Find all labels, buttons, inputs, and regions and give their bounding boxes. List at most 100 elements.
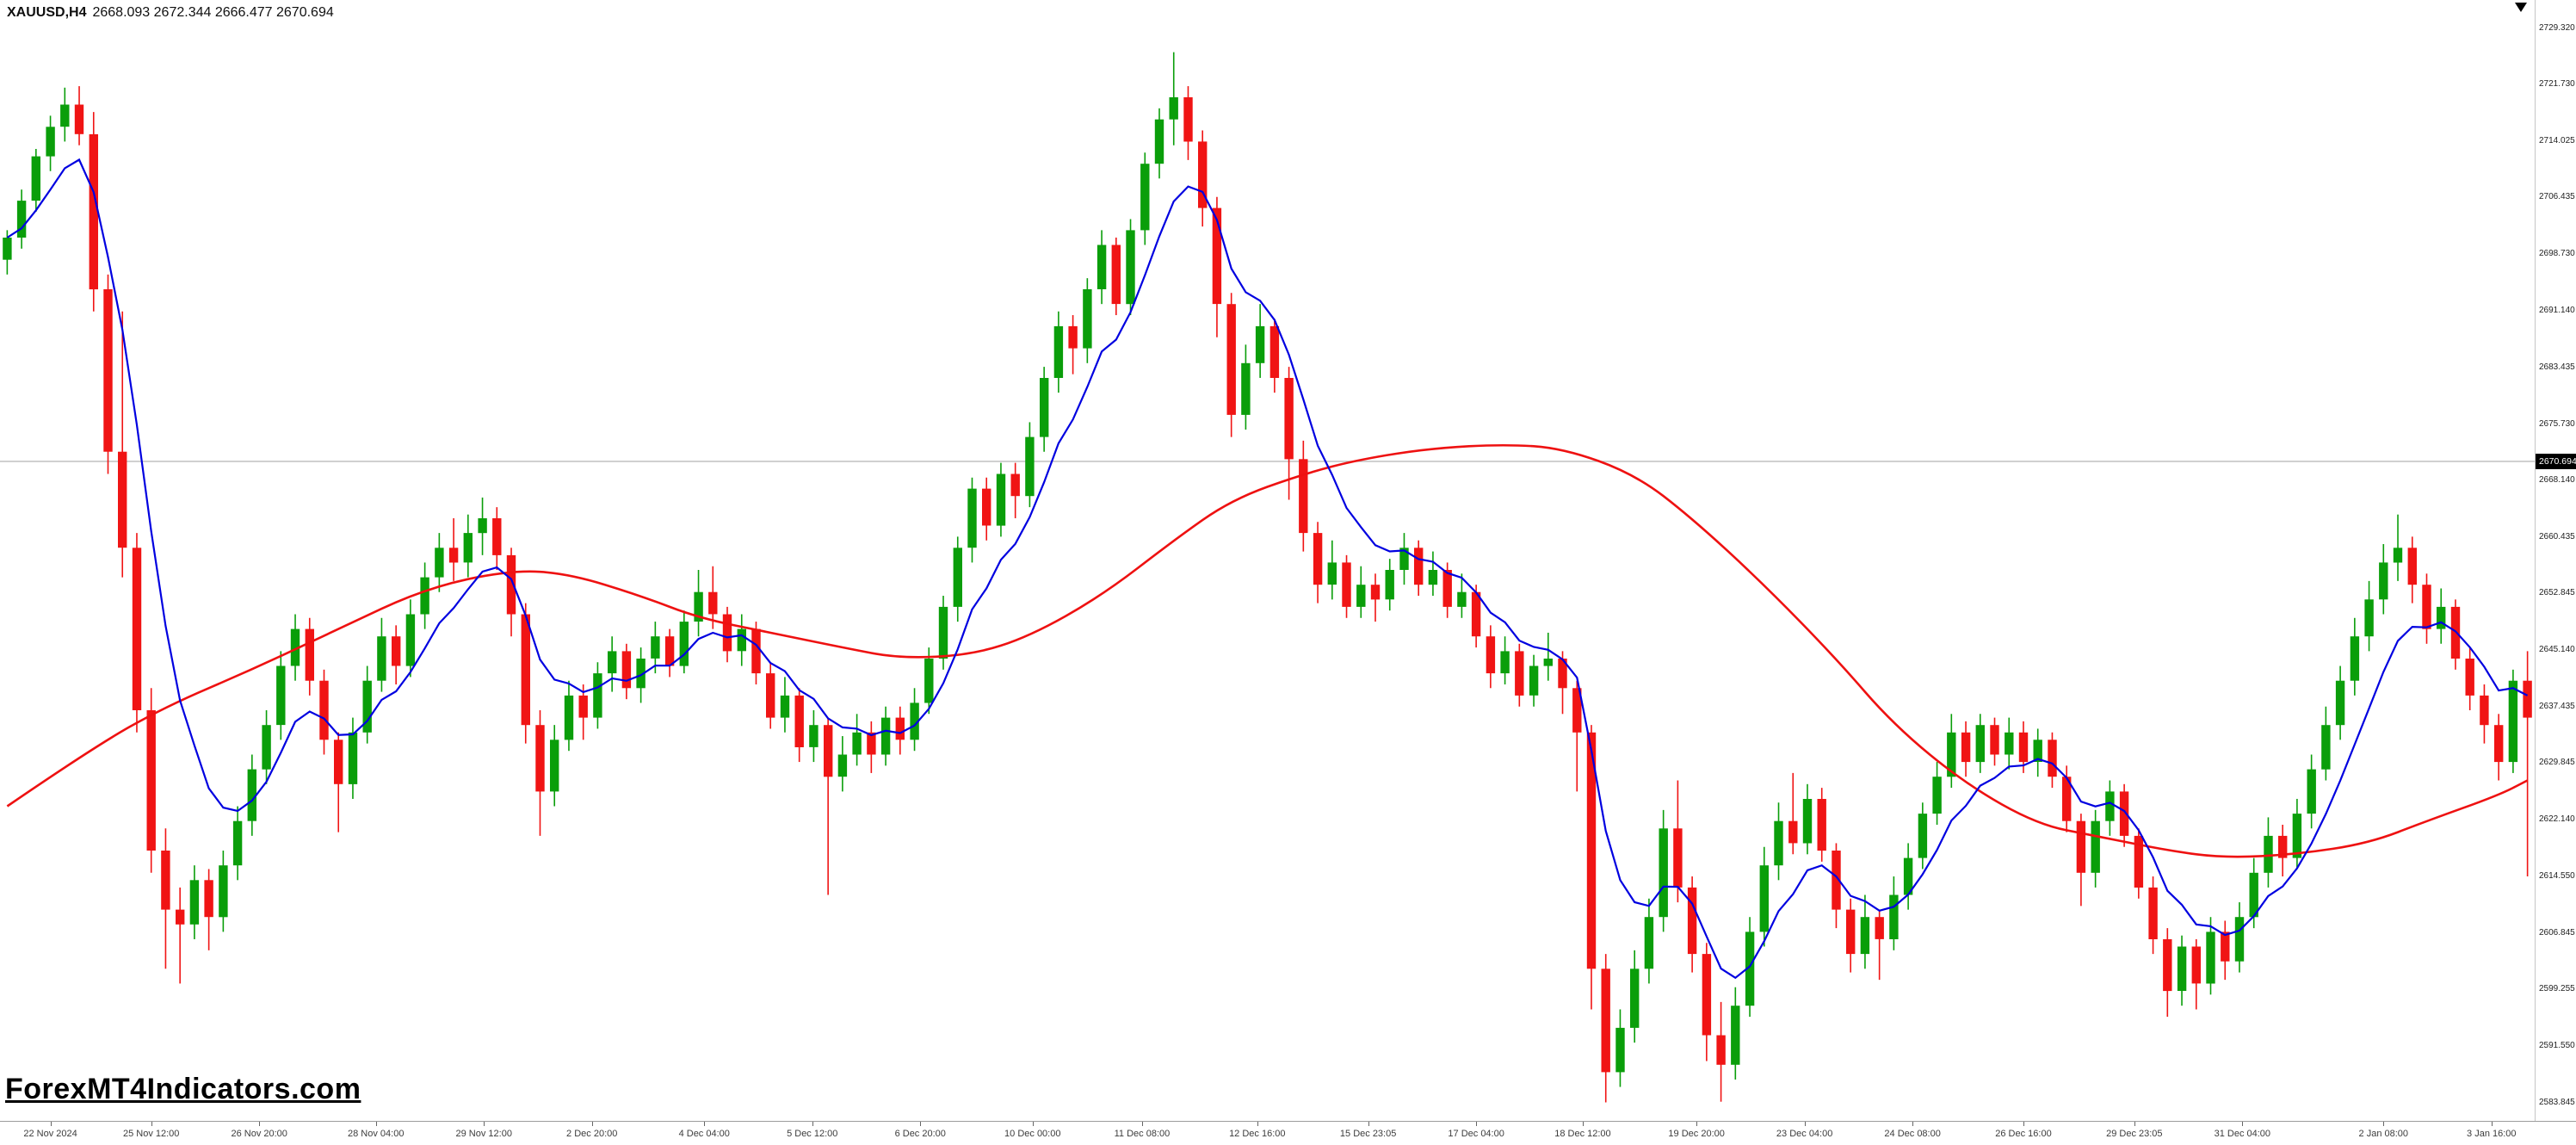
candle-up: [1889, 894, 1899, 939]
candle-down: [1313, 533, 1323, 585]
candle-down: [146, 710, 156, 851]
candle-down: [1586, 732, 1597, 969]
candle-up: [1644, 917, 1654, 969]
candle-down: [1269, 325, 1280, 378]
candle-up: [2033, 740, 2042, 762]
candle-up: [2437, 606, 2446, 629]
time-axis-tick: [1696, 1122, 1698, 1126]
price-axis-label: 2591.550: [2539, 1040, 2575, 1050]
candle-down: [1284, 378, 1294, 460]
candle-down: [1010, 473, 1020, 497]
time-axis-label: 26 Dec 16:00: [1995, 1129, 2052, 1139]
current-price-tag: 2670.694: [2536, 454, 2576, 469]
time-axis-label: 18 Dec 12:00: [1554, 1129, 1611, 1139]
candle-down: [392, 636, 401, 666]
candle-down: [1788, 820, 1798, 844]
time-axis-tick: [591, 1122, 593, 1126]
candle-down: [506, 554, 516, 615]
candle-up: [2005, 732, 2014, 755]
candle-down: [1212, 207, 1222, 305]
candle-up: [1154, 119, 1164, 164]
time-axis-label: 5 Dec 12:00: [787, 1129, 838, 1139]
candle-up: [636, 659, 646, 689]
time-axis-label: 26 Nov 20:00: [231, 1129, 287, 1139]
candle-up: [967, 488, 977, 548]
candle-down: [319, 680, 329, 740]
candle-down: [2018, 732, 2029, 763]
price-axis-label: 2714.025: [2539, 136, 2575, 146]
candle-down: [1673, 828, 1683, 888]
candle-down: [1111, 244, 1121, 305]
candle-up: [1140, 164, 1150, 231]
candle-up: [1169, 97, 1178, 120]
candle-down: [1875, 917, 1884, 939]
candle-down: [132, 548, 142, 710]
candle-down: [2278, 835, 2288, 858]
candle-up: [478, 518, 487, 534]
time-axis-label: 25 Nov 12:00: [122, 1129, 180, 1139]
candle-up: [837, 754, 848, 777]
candle-up: [276, 665, 286, 726]
candle-up: [262, 725, 271, 770]
time-axis-tick: [1582, 1122, 1584, 1126]
candle-down: [1299, 459, 1308, 534]
candle-down: [1817, 799, 1826, 851]
candle-down: [2480, 695, 2489, 726]
candle-down: [118, 451, 127, 548]
candle-up: [593, 673, 602, 718]
candle-up: [232, 820, 243, 866]
candle-up: [694, 591, 703, 622]
candle-down: [578, 695, 588, 718]
candle-up: [938, 606, 948, 659]
price-axis-label: 2599.255: [2539, 983, 2575, 993]
time-axis-tick: [151, 1122, 152, 1126]
chart-title: XAUUSD,H4 2668.093 2672.344 2666.477 2670…: [7, 5, 334, 21]
candlestick-chart[interactable]: [0, 0, 2535, 1121]
symbol-timeframe-label: XAUUSD,H4: [7, 5, 87, 20]
time-axis-label: 29 Nov 12:00: [455, 1129, 512, 1139]
candle-down: [1515, 651, 1524, 696]
candle-up: [1529, 665, 1539, 696]
candle-up: [405, 614, 416, 666]
candle-down: [74, 104, 84, 134]
candle-up: [1356, 585, 1366, 607]
candle-up: [2335, 680, 2345, 726]
candle-up: [2350, 636, 2360, 681]
candle-down: [89, 133, 98, 290]
candle-up: [1947, 732, 1956, 777]
candle-down: [1183, 97, 1193, 142]
candle-down: [2163, 939, 2172, 992]
candle-up: [348, 732, 358, 784]
candle-down: [982, 488, 991, 526]
time-axis-tick: [50, 1122, 52, 1126]
price-axis-label: 2660.435: [2539, 531, 2575, 542]
time-axis[interactable]: 22 Nov 2024 25 Nov 12:00 26 Nov 20:00 28 No…: [0, 1121, 2576, 1145]
ohlc-quote-label: 2668.093 2672.344 2666.477 2670.694: [92, 5, 334, 20]
candle-up: [2206, 931, 2215, 984]
candle-down: [2465, 659, 2474, 696]
candle-up: [1802, 799, 1813, 844]
candle-up: [1255, 325, 1265, 363]
candle-down: [766, 673, 775, 718]
candle-down: [521, 614, 530, 726]
candle-down: [492, 518, 502, 555]
time-axis-tick: [704, 1122, 706, 1126]
candle-down: [708, 591, 718, 615]
candle-up: [1457, 591, 1467, 607]
candle-up: [564, 695, 574, 740]
candle-up: [2249, 872, 2258, 918]
candle-down: [161, 851, 170, 910]
chart-shift-marker-icon[interactable]: [2515, 3, 2527, 12]
time-axis-tick: [812, 1122, 813, 1126]
candle-up: [1630, 969, 1640, 1028]
time-axis-tick: [2383, 1122, 2385, 1126]
candle-up: [910, 702, 919, 740]
price-axis-label: 2614.550: [2539, 870, 2575, 881]
candle-down: [1198, 141, 1208, 208]
time-axis-label: 28 Nov 04:00: [348, 1129, 405, 1139]
price-axis[interactable]: 2670.694 2729.320 2721.730 2714.025 2706.43…: [2535, 0, 2576, 1121]
candle-down: [794, 695, 804, 747]
price-axis-label: 2652.845: [2539, 588, 2575, 598]
price-axis-label: 2683.435: [2539, 362, 2575, 372]
candle-up: [1918, 814, 1928, 858]
